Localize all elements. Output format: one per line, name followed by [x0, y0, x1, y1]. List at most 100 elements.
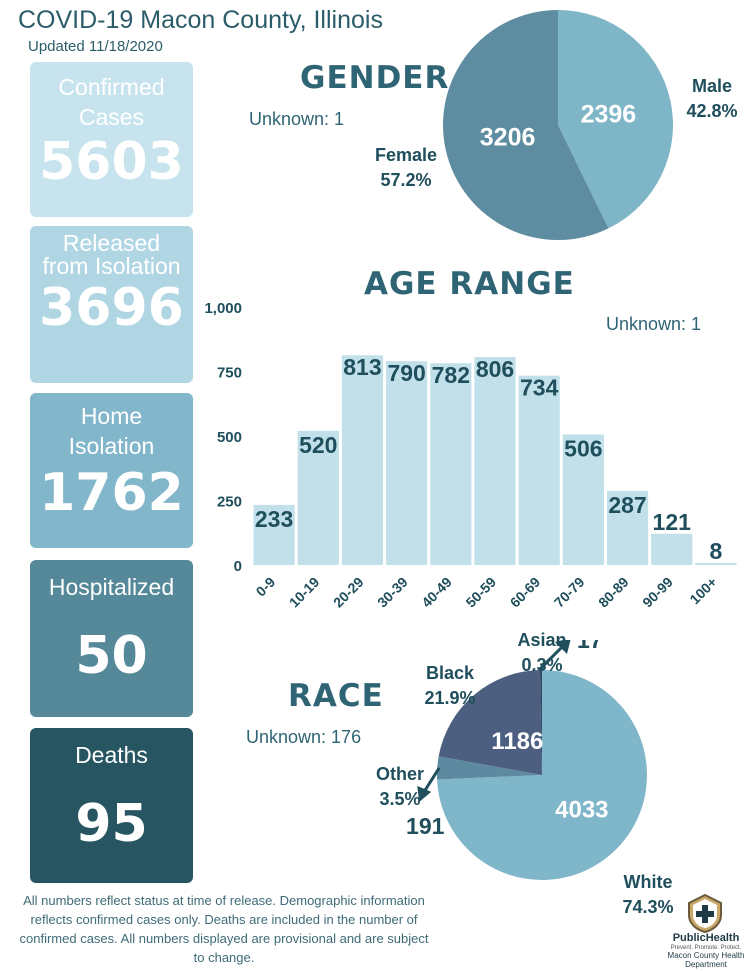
race-label-asian: Asian 0.3% — [494, 628, 590, 678]
black-percent: 21.9% — [424, 688, 476, 708]
logo-org: Macon County Health Department — [667, 951, 745, 969]
age-bar-value: 520 — [299, 432, 337, 458]
gender-label-male: Male 42.8% — [666, 74, 750, 124]
confirmed-cases-label: Confirmed Cases — [58, 74, 165, 130]
age-category-label: 20-29 — [330, 574, 367, 611]
deaths-value: 95 — [75, 794, 148, 854]
asian-leader-line — [537, 644, 565, 672]
race-slice-white — [437, 670, 647, 880]
other-leader-arrow — [417, 785, 432, 802]
race-label-black: Black 21.9% — [404, 661, 496, 711]
age-bar-value: 806 — [476, 356, 514, 382]
age-bar — [518, 375, 560, 565]
race-unknown: Unknown: 176 — [246, 727, 362, 747]
race-value-black: 1186 — [491, 728, 543, 755]
asian-percent: 0.3% — [521, 655, 563, 675]
female-percent: 57.2% — [380, 170, 432, 190]
black-label: Black — [425, 663, 475, 683]
gender-title: GENDER — [300, 60, 450, 96]
race-label-other: Other 3.5% — [356, 762, 444, 812]
gender-label-female: Female 57.2% — [360, 143, 452, 193]
white-percent: 74.3% — [622, 897, 674, 917]
age-bar — [695, 562, 737, 565]
gender-value-female: 3206 — [480, 124, 536, 152]
age-category-label: 60-69 — [507, 574, 544, 611]
y-tick-label: 1,000 — [204, 300, 242, 317]
asian-leader-arrow — [554, 640, 571, 655]
age-bar — [386, 361, 428, 565]
age-bar — [562, 434, 604, 565]
race-slice-other — [437, 756, 542, 780]
race-label-white: White 74.3% — [602, 870, 694, 920]
age-category-label: 40-49 — [418, 574, 455, 611]
logo-name: PublicHealth — [672, 932, 740, 944]
age-category-label: 30-39 — [374, 574, 411, 611]
deaths-card: Deaths 95 — [30, 728, 193, 883]
footnote: All numbers reflect status at time of re… — [19, 893, 429, 965]
hospitalized-label: Hospitalized — [48, 574, 175, 600]
age-bar — [474, 357, 516, 565]
race-value-white: 4033 — [555, 797, 608, 824]
released-value: 3696 — [39, 278, 184, 338]
age-category-label: 0-9 — [253, 574, 279, 600]
age-category-label: 50-59 — [462, 574, 499, 611]
race-title: RACE — [288, 678, 384, 714]
white-label: White — [623, 872, 673, 892]
gender-unknown: Unknown: 1 — [249, 109, 345, 129]
hospitalized-value: 50 — [75, 626, 148, 686]
age-bar — [430, 363, 472, 565]
gender-pie-chart: 2396 3206 — [443, 10, 673, 240]
male-label: Male — [691, 76, 733, 96]
confirmed-cases-card: Confirmed Cases 5603 — [30, 62, 193, 217]
female-label: Female — [374, 145, 438, 165]
other-label: Other — [375, 764, 424, 784]
asian-label: Asian — [517, 630, 567, 650]
other-percent: 3.5% — [379, 789, 421, 809]
age-category-label: 80-89 — [595, 574, 632, 611]
y-tick-label: 0 — [234, 558, 242, 575]
home-isolation-card: Home Isolation 1762 — [30, 393, 193, 548]
race-pie-chart: 4033 1186 17 191 — [406, 640, 647, 880]
updated-date: Updated 11/18/2020 — [28, 38, 163, 55]
age-category-label: 100+ — [686, 574, 720, 608]
age-bar-value: 790 — [387, 360, 425, 386]
age-range-title: AGE RANGE — [364, 266, 575, 302]
age-bar-value: 813 — [343, 354, 381, 380]
hospitalized-card: Hospitalized 50 — [30, 560, 193, 717]
page-title: COVID-19 Macon County, Illinois — [18, 6, 383, 34]
y-tick-label: 250 — [217, 494, 242, 511]
male-percent: 42.8% — [686, 101, 738, 121]
released-label: Released from Isolation — [42, 230, 181, 279]
age-bar — [606, 490, 649, 565]
age-category-label: 70-79 — [551, 574, 588, 611]
age-bar — [341, 355, 384, 565]
gender-slice-female — [443, 10, 609, 240]
y-tick-label: 500 — [217, 429, 242, 446]
home-isolation-value: 1762 — [39, 463, 184, 523]
race-slice-black — [438, 670, 542, 775]
age-bar-chart: 0 250 500 750 1,000 233 0-9 520 10-19 813 20-29 790… — [204, 300, 737, 611]
race-value-asian: 17 — [577, 640, 603, 653]
age-unknown: Unknown: 1 — [606, 314, 702, 334]
released-card: Released from Isolation 3696 — [30, 226, 193, 383]
gender-value-male: 2396 — [581, 100, 637, 128]
gender-slice-male — [558, 10, 673, 229]
age-category-label: 90-99 — [639, 574, 676, 611]
age-bar — [253, 504, 295, 565]
confirmed-cases-value: 5603 — [39, 132, 184, 192]
y-tick-label: 750 — [217, 365, 242, 382]
deaths-label: Deaths — [75, 742, 148, 768]
logo-tagline: Prevent. Promote. Protect. — [670, 945, 742, 951]
home-isolation-label: Home Isolation — [68, 403, 155, 459]
age-bar-value: 506 — [564, 435, 602, 461]
age-category-label: 10-19 — [286, 574, 323, 611]
age-bar-value: 734 — [520, 375, 559, 401]
age-bar — [297, 430, 339, 565]
other-leader-line — [423, 767, 441, 791]
age-bar-value: 233 — [255, 506, 293, 532]
race-slice-asian — [539, 670, 542, 775]
age-bar — [651, 533, 693, 565]
age-bar-value: 121 — [653, 509, 692, 535]
age-bar-value: 782 — [432, 362, 470, 388]
age-bar-value: 287 — [608, 492, 646, 518]
